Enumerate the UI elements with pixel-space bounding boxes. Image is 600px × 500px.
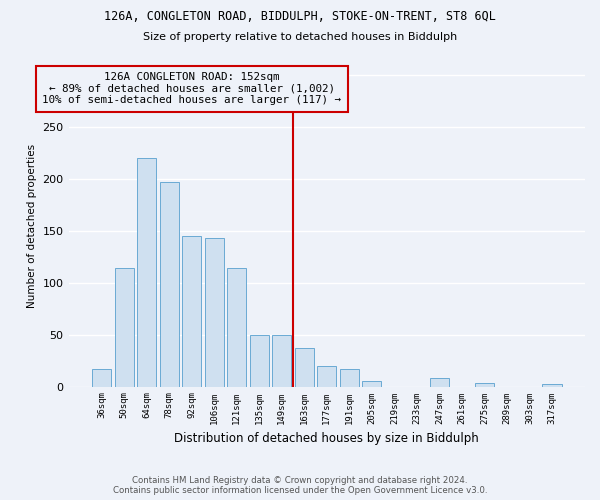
Bar (430, 378, 449, 386)
Bar (205, 238, 224, 386)
Bar (475, 384, 494, 386)
Text: Contains HM Land Registry data © Crown copyright and database right 2024.
Contai: Contains HM Land Registry data © Crown c… (113, 476, 487, 495)
Bar (115, 268, 134, 386)
Bar (362, 382, 382, 386)
Text: 126A, CONGLETON ROAD, BIDDULPH, STOKE-ON-TRENT, ST8 6QL: 126A, CONGLETON ROAD, BIDDULPH, STOKE-ON… (104, 10, 496, 23)
Bar (250, 334, 269, 386)
Bar (182, 236, 201, 386)
Bar (542, 384, 562, 386)
Bar (295, 348, 314, 387)
Bar (317, 366, 337, 386)
Bar (272, 334, 292, 386)
Bar (160, 182, 179, 386)
Bar (340, 369, 359, 386)
Bar (227, 268, 246, 386)
Text: Size of property relative to detached houses in Biddulph: Size of property relative to detached ho… (143, 32, 457, 42)
Bar (92, 369, 111, 386)
Y-axis label: Number of detached properties: Number of detached properties (27, 144, 37, 308)
Bar (137, 158, 156, 386)
Text: 126A CONGLETON ROAD: 152sqm
← 89% of detached houses are smaller (1,002)
10% of : 126A CONGLETON ROAD: 152sqm ← 89% of det… (42, 72, 341, 106)
X-axis label: Distribution of detached houses by size in Biddulph: Distribution of detached houses by size … (175, 432, 479, 445)
